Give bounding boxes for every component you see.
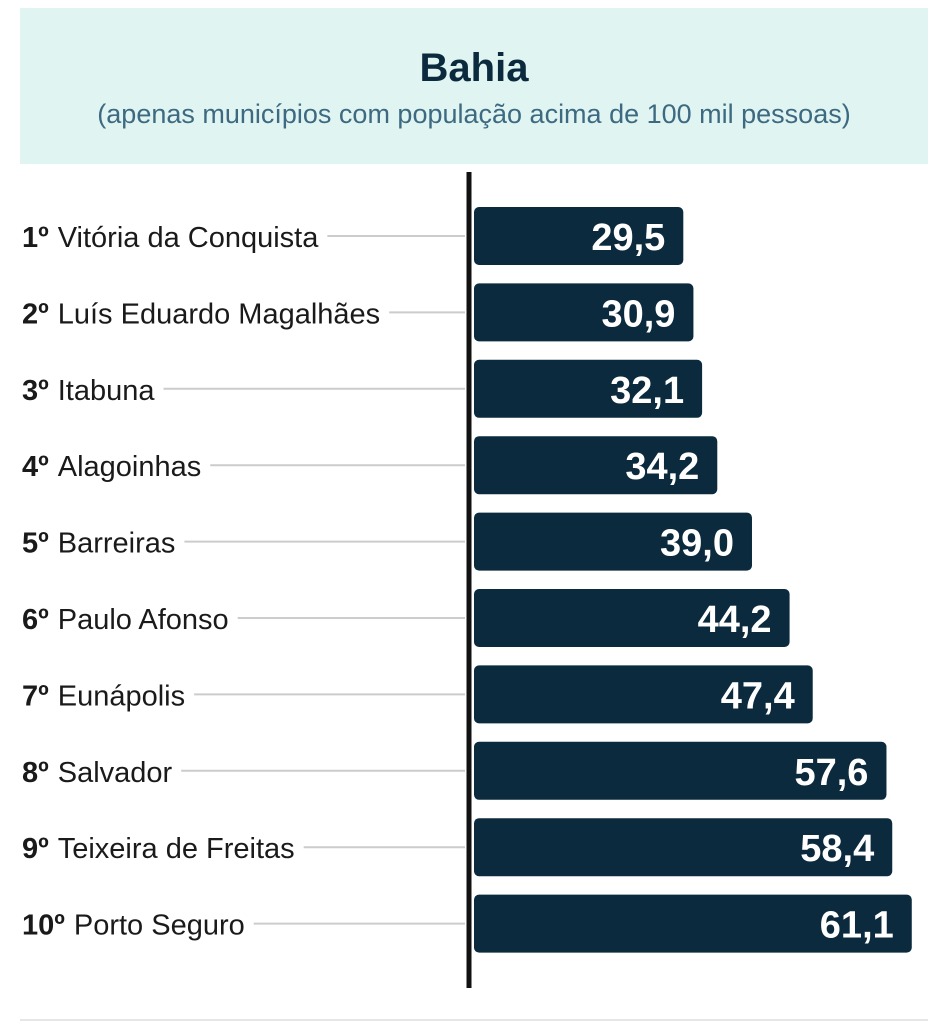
category-rank: 8º (22, 757, 49, 789)
bar-value-label: 32,1 (610, 370, 684, 412)
bar-value-label: 34,2 (625, 446, 699, 488)
category-name: Barreiras (58, 528, 176, 560)
bar (474, 894, 912, 953)
bar (474, 436, 718, 495)
bar-value-label: 29,5 (591, 217, 665, 259)
bar (474, 741, 887, 800)
bar-value-label: 39,0 (660, 523, 734, 565)
bar-value-label: 61,1 (820, 905, 894, 947)
bar (474, 359, 703, 418)
category-label: 8º Salvador (22, 757, 173, 789)
chart-subtitle: (apenas municípios com população acima d… (97, 99, 851, 129)
category-label: 7º Eunápolis (22, 680, 185, 712)
bar-value-label: 57,6 (794, 752, 868, 794)
category-rank: 2º (22, 298, 49, 330)
footer-divider (20, 1019, 928, 1021)
category-name: Alagoinhas (58, 451, 202, 483)
bar-value-label: 30,9 (601, 293, 675, 335)
chart-title: Bahia (419, 46, 529, 90)
category-label: 4º Alagoinhas (22, 451, 201, 483)
category-name: Paulo Afonso (58, 604, 229, 636)
category-name: Itabuna (58, 375, 156, 407)
category-name: Eunápolis (58, 680, 185, 712)
category-label: 3º Itabuna (22, 375, 155, 407)
bar (474, 283, 694, 342)
category-rank: 4º (22, 451, 49, 483)
category-rank: 1º (22, 222, 49, 254)
bar-value-label: 44,2 (698, 599, 772, 641)
category-rank: 5º (22, 528, 49, 560)
category-label: 1º Vitória da Conquista (22, 222, 319, 254)
category-name: Salvador (58, 757, 173, 789)
category-name: Teixeira de Freitas (58, 833, 295, 865)
category-name: Luís Eduardo Magalhães (58, 298, 380, 330)
chart-header: Bahia (apenas municípios com população a… (20, 8, 928, 164)
bar (474, 512, 752, 571)
bar (474, 207, 684, 265)
category-label: 10º Porto Seguro (22, 910, 245, 942)
bar-value-label: 47,4 (721, 675, 795, 717)
category-name: Porto Seguro (74, 910, 245, 942)
category-rank: 3º (22, 375, 49, 407)
category-rank: 7º (22, 680, 49, 712)
bar (474, 665, 813, 724)
category-label: 2º Luís Eduardo Magalhães (22, 298, 380, 330)
bar-value-label: 58,4 (800, 828, 874, 870)
bar (474, 589, 790, 647)
category-name: Vitória da Conquista (58, 222, 320, 254)
bar (474, 818, 893, 877)
category-rank: 6º (22, 604, 49, 636)
category-label: 6º Paulo Afonso (22, 604, 229, 636)
category-label: 5º Barreiras (22, 528, 175, 560)
category-label: 9º Teixeira de Freitas (22, 833, 295, 865)
category-rank: 10º (22, 910, 65, 942)
category-rank: 9º (22, 833, 49, 865)
